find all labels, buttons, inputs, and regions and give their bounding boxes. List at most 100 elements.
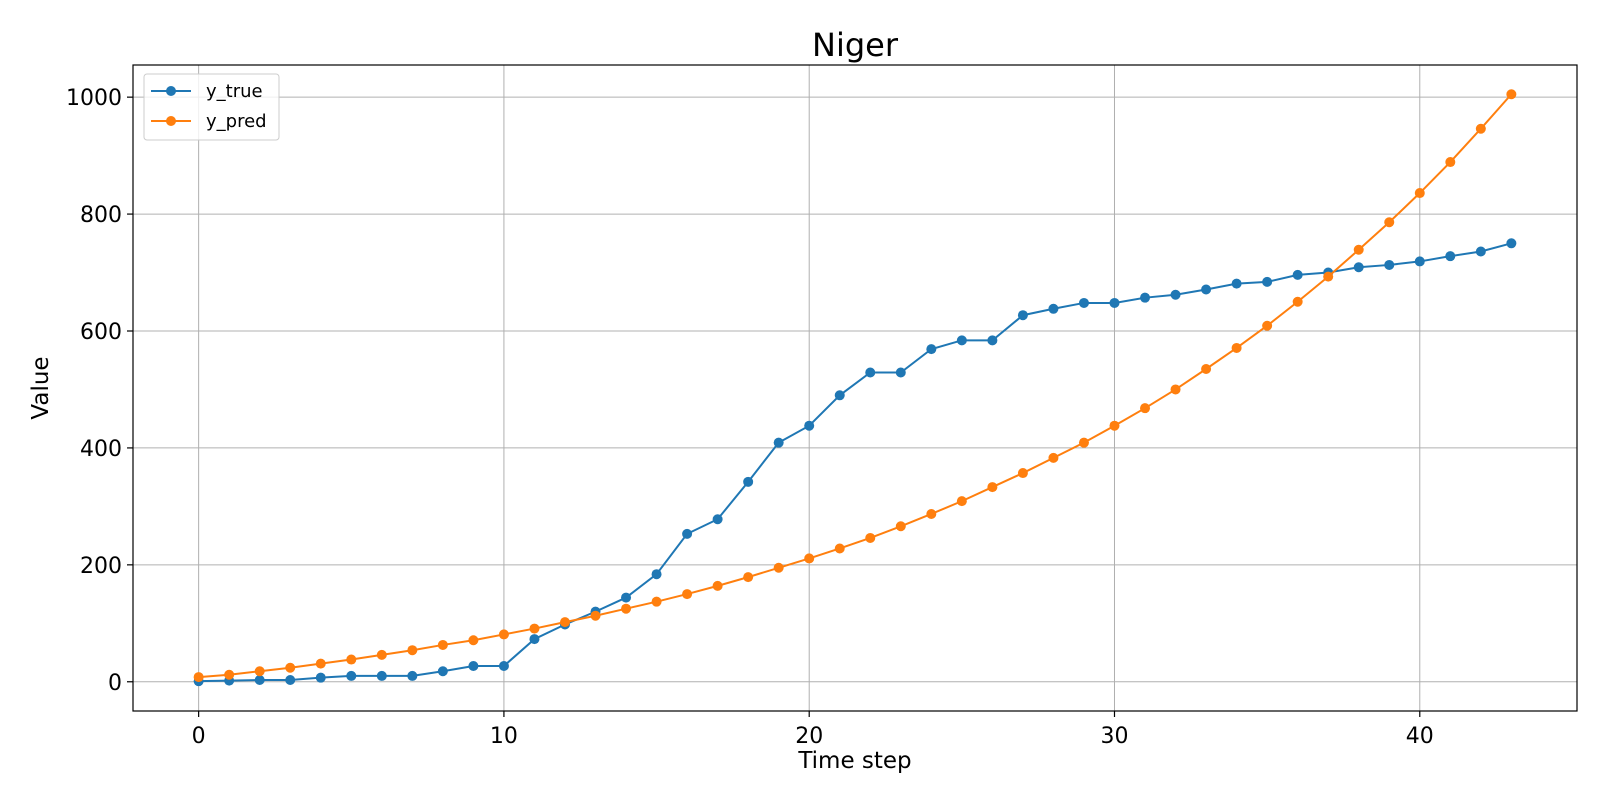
plot-frame <box>132 64 1578 712</box>
data-point <box>1017 468 1028 479</box>
series-y_pred <box>193 89 1517 683</box>
data-point <box>376 649 387 660</box>
y-tick-label: 0 <box>108 671 122 696</box>
data-point <box>1048 303 1059 314</box>
data-point <box>682 589 693 600</box>
data-point <box>376 670 387 681</box>
data-point <box>895 367 906 378</box>
data-point <box>254 675 265 686</box>
data-point <box>1201 284 1212 295</box>
data-point <box>743 572 754 583</box>
data-point <box>193 672 204 683</box>
data-point <box>407 670 418 681</box>
data-point <box>1201 364 1212 374</box>
legend-item: y_pred <box>151 111 267 132</box>
x-tick-label: 0 <box>192 724 206 749</box>
x-tick-label: 30 <box>1100 724 1128 749</box>
chart-title: Niger <box>812 26 899 64</box>
data-point <box>743 476 754 487</box>
data-point <box>1170 289 1181 300</box>
data-point <box>1231 342 1242 353</box>
data-point <box>1353 262 1364 273</box>
data-point <box>712 580 723 591</box>
data-point <box>1506 89 1517 100</box>
data-point <box>865 367 876 378</box>
legend-marker <box>166 116 176 126</box>
data-point <box>773 437 784 448</box>
data-point <box>1109 297 1120 308</box>
data-point <box>315 672 326 683</box>
series-line <box>198 242 1512 683</box>
series-line <box>198 93 1513 679</box>
data-point <box>1384 259 1395 270</box>
data-point <box>1384 217 1395 228</box>
data-point <box>529 634 540 645</box>
data-point <box>1475 246 1486 257</box>
legend-item: y_true <box>151 81 263 102</box>
data-point <box>865 532 876 543</box>
data-point <box>1109 420 1120 431</box>
data-point <box>1323 271 1334 282</box>
series-layer <box>193 89 1517 687</box>
data-point <box>346 654 357 665</box>
data-point <box>254 666 265 677</box>
data-point <box>224 669 235 680</box>
data-point <box>1231 278 1242 289</box>
legend-marker <box>166 86 176 96</box>
series-y_true <box>193 238 1517 687</box>
data-point <box>1017 310 1028 321</box>
data-point <box>682 528 693 539</box>
legend-label: y_true <box>206 81 263 102</box>
data-point <box>651 569 662 580</box>
data-point <box>498 660 509 671</box>
y-tick-label: 400 <box>80 437 122 462</box>
data-point <box>987 335 998 346</box>
data-point <box>1445 157 1456 168</box>
data-point <box>437 639 448 650</box>
data-point <box>1292 296 1303 307</box>
data-point <box>1078 437 1089 448</box>
data-point <box>346 670 357 681</box>
data-point <box>1262 276 1273 287</box>
x-axis-label: Time step <box>797 748 911 774</box>
x-tick-label: 20 <box>795 724 823 749</box>
data-point <box>529 623 540 634</box>
data-point <box>651 596 662 607</box>
data-point <box>956 335 967 346</box>
x-tick-label: 40 <box>1406 724 1434 749</box>
data-point <box>559 617 570 628</box>
data-point <box>1078 297 1089 308</box>
x-tick-label: 10 <box>490 724 518 749</box>
data-point <box>773 562 784 573</box>
data-point <box>621 603 632 614</box>
data-point <box>1414 256 1425 267</box>
y-axis-label: Value <box>28 356 54 419</box>
data-point <box>468 635 479 646</box>
data-point <box>1292 269 1303 280</box>
y-tick-label: 200 <box>80 554 122 579</box>
data-point <box>407 645 418 656</box>
data-point <box>1048 452 1059 463</box>
grid <box>133 65 1577 711</box>
data-point <box>712 514 723 525</box>
data-point <box>437 666 448 677</box>
data-point <box>1262 320 1273 331</box>
data-point <box>987 482 998 493</box>
legend: y_true y_pred <box>143 73 280 141</box>
data-point <box>621 592 632 603</box>
data-point <box>804 420 815 431</box>
data-point <box>956 496 967 507</box>
data-point <box>315 658 326 669</box>
data-point <box>1475 123 1486 134</box>
data-point <box>285 662 296 673</box>
data-point <box>1353 244 1364 255</box>
data-point <box>895 521 906 532</box>
data-point <box>926 508 937 519</box>
legend-label: y_pred <box>206 111 267 132</box>
data-point <box>804 553 815 564</box>
data-point <box>1414 188 1425 199</box>
data-point <box>1140 403 1151 414</box>
data-point <box>1506 238 1517 249</box>
